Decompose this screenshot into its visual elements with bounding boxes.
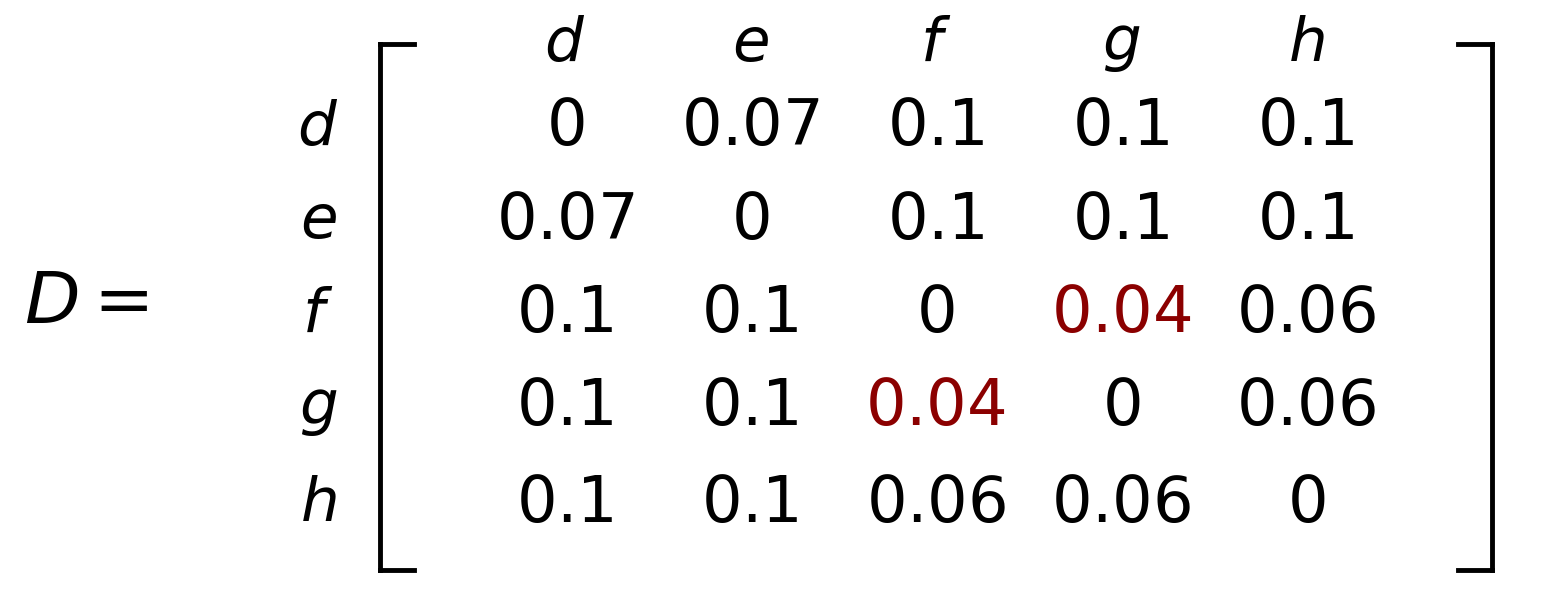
Text: $h$: $h$ [300, 474, 336, 534]
Text: $0.1$: $0.1$ [1072, 97, 1170, 159]
Text: $0.07$: $0.07$ [681, 97, 820, 159]
Text: $g$: $g$ [299, 378, 337, 438]
Text: $f$: $f$ [920, 13, 951, 74]
Text: $d$: $d$ [297, 98, 339, 158]
Text: $0.1$: $0.1$ [517, 474, 614, 535]
Text: $0.1$: $0.1$ [886, 191, 984, 252]
Text: $e$: $e$ [300, 191, 336, 251]
Text: $0$: $0$ [732, 191, 769, 252]
Text: $0.1$: $0.1$ [1072, 191, 1170, 252]
Text: $h$: $h$ [1289, 13, 1324, 74]
Text: $0$: $0$ [916, 284, 954, 345]
Text: $g$: $g$ [1101, 13, 1140, 74]
Text: $0.1$: $0.1$ [517, 378, 614, 439]
Text: $0.1$: $0.1$ [701, 378, 800, 439]
Text: $0.1$: $0.1$ [1258, 97, 1355, 159]
Text: $0$: $0$ [1101, 378, 1140, 439]
Text: $0.07$: $0.07$ [495, 191, 634, 252]
Text: $0.1$: $0.1$ [701, 284, 800, 345]
Text: $0.1$: $0.1$ [886, 97, 984, 159]
Text: $e$: $e$ [732, 13, 769, 74]
Text: $0.06$: $0.06$ [1236, 378, 1377, 439]
Text: $0.1$: $0.1$ [701, 474, 800, 535]
Text: $f$: $f$ [302, 284, 334, 344]
Text: $0.1$: $0.1$ [517, 284, 614, 345]
Text: $D=$: $D=$ [25, 267, 149, 338]
Text: $0.06$: $0.06$ [865, 474, 1006, 535]
Text: $d$: $d$ [545, 13, 586, 74]
Text: $0.06$: $0.06$ [1236, 284, 1377, 345]
Text: $0$: $0$ [546, 97, 585, 159]
Text: $0.04$: $0.04$ [865, 378, 1006, 439]
Text: $0.04$: $0.04$ [1050, 284, 1191, 345]
Text: $0$: $0$ [1287, 474, 1326, 535]
Text: $0.06$: $0.06$ [1050, 474, 1191, 535]
Text: $0.1$: $0.1$ [1258, 191, 1355, 252]
